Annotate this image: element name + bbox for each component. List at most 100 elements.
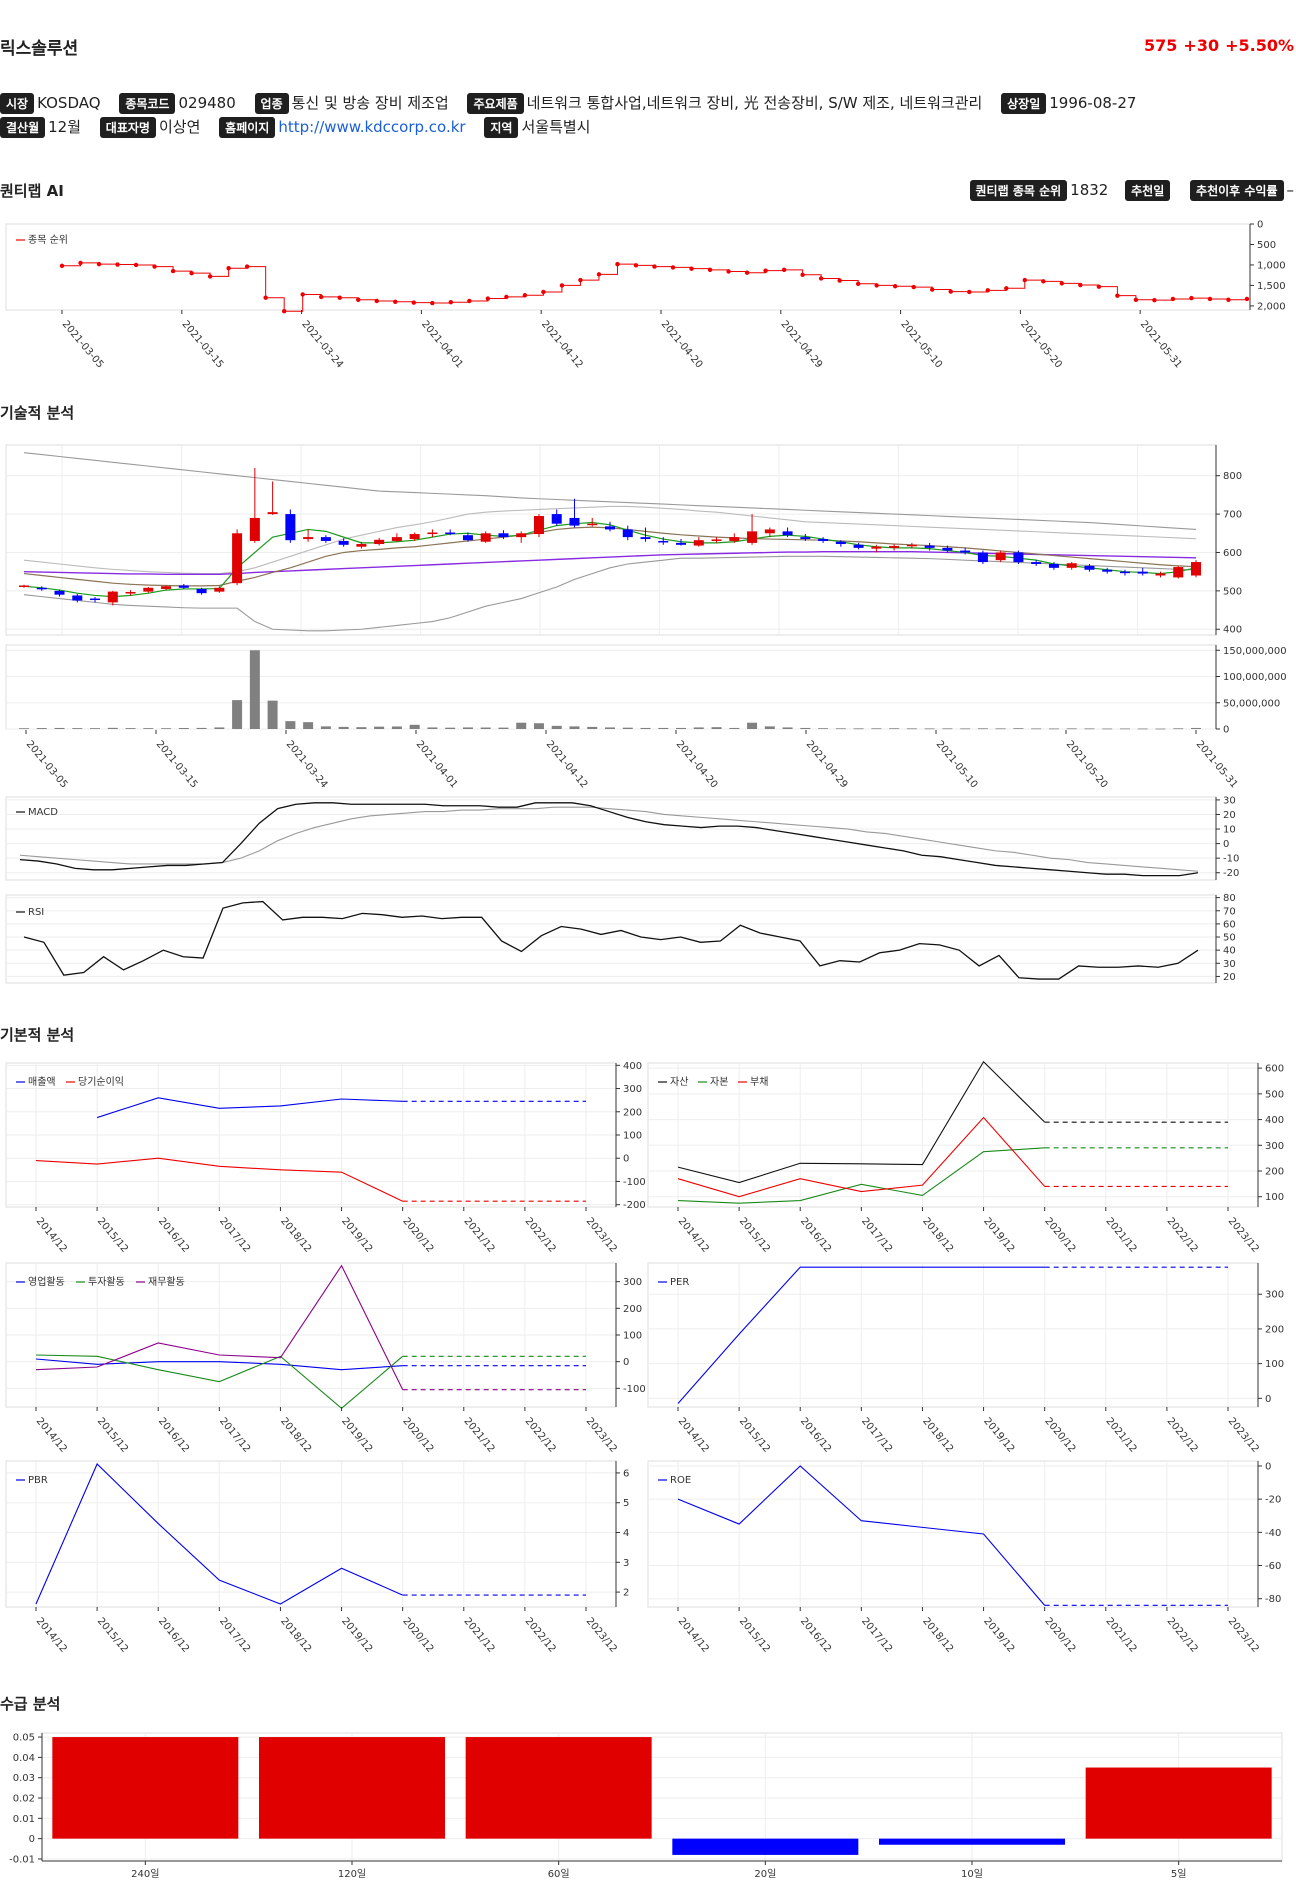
income-xtick-label: 2015/12	[95, 1216, 130, 1255]
pbr-ytick-label: 6	[623, 1468, 629, 1479]
candle-body	[782, 531, 793, 536]
per-xtick-label: 2020/12	[1042, 1416, 1077, 1455]
volume-bar	[924, 728, 935, 730]
roe-xtick-label: 2017/12	[859, 1616, 894, 1655]
per-xtick-label: 2014/12	[676, 1416, 711, 1455]
income-series-line	[35, 1157, 403, 1202]
volume-bar	[1066, 728, 1077, 730]
rank-point	[411, 300, 416, 305]
rank-point	[893, 284, 898, 289]
rank-point	[855, 281, 861, 286]
income-xtick-label: 2019/12	[339, 1216, 374, 1255]
roe-xtick-label: 2023/12	[1226, 1616, 1261, 1655]
supply-xtick-label: 240일	[131, 1868, 159, 1880]
candle-body	[303, 537, 314, 540]
rank-frame	[5, 223, 1251, 311]
candle-body	[693, 540, 704, 546]
candle-body	[249, 517, 260, 541]
candle-body	[871, 546, 882, 549]
income-ytick-label: 400	[623, 1061, 642, 1072]
balance-ytick-label: 300	[1265, 1141, 1284, 1152]
macd-ytick-label: 0	[1223, 839, 1229, 850]
volume-xtick-label: 2021-05-20	[1064, 739, 1110, 791]
candle-body	[906, 544, 917, 547]
rank-point	[1133, 297, 1139, 302]
volume-bar	[1155, 728, 1166, 730]
rank-point	[578, 277, 583, 283]
rank-xtick-label: 2021-05-10	[898, 319, 944, 371]
rank-point	[522, 293, 528, 298]
volume-bar	[747, 722, 758, 729]
supply-xtick-label: 5일	[1171, 1868, 1187, 1880]
supply-bar	[672, 1838, 859, 1855]
candle-body	[764, 529, 775, 534]
volume-bar	[1137, 728, 1148, 730]
candle-body	[125, 592, 136, 594]
cashflow-xtick-label: 2015/12	[95, 1416, 130, 1455]
candle-body	[427, 532, 438, 535]
volume-bar	[285, 721, 296, 729]
candle-body	[1013, 552, 1024, 563]
candle-body	[676, 542, 687, 545]
candle-body	[1191, 562, 1201, 576]
volume-bar	[1191, 727, 1201, 729]
rank-point	[244, 264, 250, 269]
candle-body	[1102, 569, 1113, 572]
rank-point	[337, 295, 342, 300]
macd-ytick-label: 10	[1223, 825, 1236, 836]
rank-point	[1041, 279, 1046, 284]
pbr-xtick-label: 2020/12	[400, 1616, 435, 1655]
rank-xtick-label: 2021-03-24	[299, 319, 345, 371]
candles-frame	[5, 444, 1217, 636]
candle-body	[409, 534, 420, 540]
rank-point	[263, 295, 268, 300]
rank-point	[633, 263, 639, 268]
balance-series-line	[677, 1060, 1046, 1184]
rsi-ytick-label: 60	[1223, 919, 1236, 930]
rank-point	[189, 270, 194, 276]
current-price: 575	[1144, 36, 1178, 55]
homepage-badge: 홈페이지	[219, 117, 276, 138]
candle-body	[605, 526, 615, 530]
income-ytick-label: 0	[623, 1154, 629, 1165]
volume-bar	[995, 728, 1006, 730]
rank-point	[818, 276, 824, 281]
per-ytick-label: 300	[1265, 1290, 1284, 1301]
roe-xtick-label: 2019/12	[981, 1616, 1016, 1655]
volume-bar	[800, 727, 811, 729]
volume-bar	[693, 727, 704, 729]
volume-bar	[196, 727, 207, 729]
rank-xtick-label: 2021-04-29	[778, 319, 824, 371]
rank-point	[374, 298, 379, 304]
volume-frame	[5, 644, 1217, 730]
rank-point	[467, 298, 472, 304]
volume-bar	[1119, 728, 1130, 730]
rank-xtick-label: 2021-03-15	[179, 319, 225, 371]
volume-bar	[516, 722, 527, 729]
rank-point	[559, 283, 565, 288]
per-xtick-label: 2018/12	[920, 1416, 955, 1455]
supply-xtick-label: 20일	[754, 1868, 776, 1880]
volume-bar	[214, 727, 225, 729]
candle-body	[1048, 563, 1059, 568]
income-ytick-label: 300	[623, 1084, 642, 1095]
roe-xtick-label: 2016/12	[798, 1616, 833, 1655]
homepage-link[interactable]: http://www.kdccorp.co.kr	[278, 118, 466, 136]
candle-body	[977, 552, 988, 563]
volume-xtick-label: 2021-04-29	[804, 739, 850, 791]
supply-xtick-label: 120일	[338, 1868, 366, 1880]
balance-series-line	[677, 1147, 1045, 1204]
listing-value: 1996-08-27	[1049, 94, 1137, 112]
rank-point	[985, 288, 990, 293]
volume-bar	[125, 728, 136, 729]
rank-point	[78, 260, 83, 266]
rank-xtick-label: 2021-04-01	[419, 319, 465, 371]
supply-bar	[52, 1737, 239, 1839]
ai-summary: 퀀티랩 종목 순위 1832 추천일 추천이후 수익률 –	[969, 180, 1294, 201]
volume-bar	[960, 728, 971, 730]
balance-xtick-label: 2015/12	[737, 1216, 772, 1255]
rsi-ytick-label: 50	[1223, 933, 1236, 944]
supply-bar	[465, 1737, 652, 1839]
candle-body	[853, 544, 864, 548]
rank-point	[1115, 293, 1120, 298]
